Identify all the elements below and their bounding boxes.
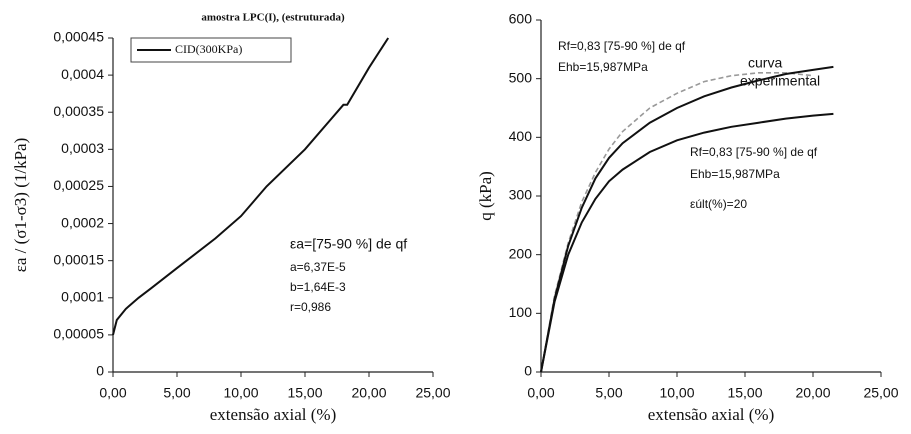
x-tick-label: 10,00 <box>223 385 258 401</box>
y-tick-label: 0,00045 <box>53 29 104 45</box>
x-tick-label: 25,00 <box>415 385 450 401</box>
annotation: Ehb=15,987MPa <box>558 60 648 74</box>
y-axis-label: εa / (σ1-σ3) (1/kPa) <box>11 138 30 273</box>
series-line <box>112 37 390 336</box>
x-axis-label: extensão axial (%) <box>648 405 775 424</box>
annotation: experimental <box>740 73 820 89</box>
annotation: a=6,37E-5 <box>290 260 346 274</box>
x-tick-label: 5,00 <box>595 385 622 401</box>
series-line <box>540 65 834 373</box>
series-line <box>540 72 814 373</box>
y-tick-label: 300 <box>509 187 533 203</box>
x-tick-label: 10,00 <box>659 385 694 401</box>
y-tick-label: 600 <box>509 11 533 27</box>
x-tick-label: 20,00 <box>351 385 386 401</box>
chart-title: amostra LPC(I), (estruturada) <box>201 12 345 24</box>
y-tick-label: 0 <box>524 363 532 379</box>
annotation: εúlt(%)=20 <box>690 197 747 211</box>
y-tick-label: 0,0001 <box>61 288 104 304</box>
y-tick-label: 0,00005 <box>53 326 104 342</box>
y-tick-label: 0 <box>96 363 104 379</box>
x-tick-label: 5,00 <box>163 385 190 401</box>
annotation: Rf=0,83 [75-90 %] de qf <box>558 39 686 53</box>
y-tick-label: 0,00025 <box>53 177 104 193</box>
annotation: εa=[75-90 %] de qf <box>290 236 407 252</box>
annotation: Ehb=15,987MPa <box>690 167 780 181</box>
annotation: b=1,64E-3 <box>290 280 346 294</box>
legend-box <box>130 37 292 63</box>
x-axis-label: extensão axial (%) <box>210 405 337 424</box>
y-tick-label: 0,0003 <box>61 140 104 156</box>
y-tick-label: 500 <box>509 69 533 85</box>
series-line <box>540 112 834 373</box>
y-tick-label: 0,00015 <box>53 251 104 267</box>
y-tick-label: 200 <box>509 245 533 261</box>
x-tick-label: 15,00 <box>727 385 762 401</box>
annotation: r=0,986 <box>290 300 331 314</box>
annotation: curva <box>748 55 782 71</box>
y-tick-label: 400 <box>509 128 533 144</box>
x-tick-label: 25,00 <box>863 385 898 401</box>
x-tick-label: 0,00 <box>527 385 554 401</box>
y-axis-label: q (kPa) <box>476 171 495 221</box>
y-tick-label: 0,0004 <box>61 66 104 82</box>
x-tick-label: 0,00 <box>99 385 126 401</box>
legend-label: CID(300KPa) <box>175 42 242 56</box>
y-tick-label: 0,0002 <box>61 214 104 230</box>
y-tick-label: 100 <box>509 304 533 320</box>
x-tick-label: 15,00 <box>287 385 322 401</box>
annotation: Rf=0,83 [75-90 %] de qf <box>690 145 818 159</box>
y-tick-label: 0,00035 <box>53 103 104 119</box>
x-tick-label: 20,00 <box>795 385 830 401</box>
